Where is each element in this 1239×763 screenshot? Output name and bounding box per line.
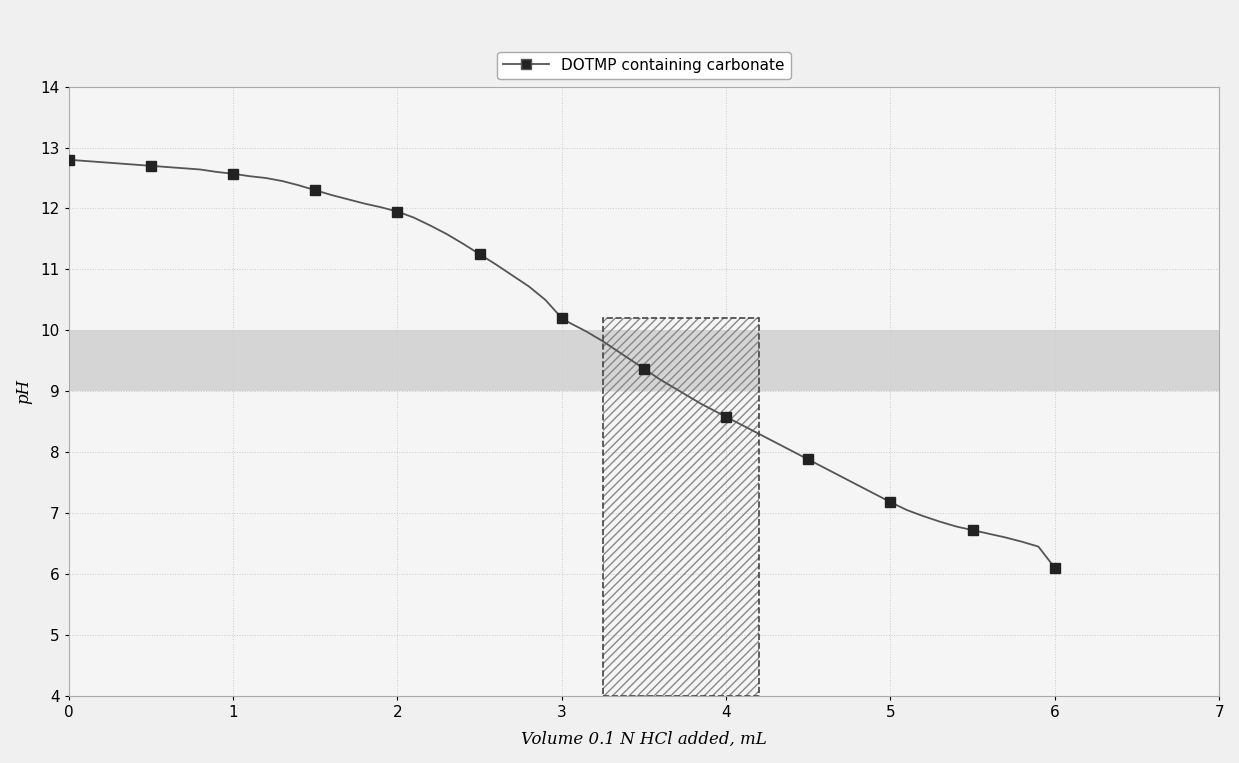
Bar: [68, 330, 1219, 391]
DOTMP containing carbonate: [719, 412, 733, 421]
DOTMP containing carbonate: [61, 155, 76, 164]
Line: DOTMP containing carbonate: DOTMP containing carbonate: [64, 155, 1059, 573]
X-axis label: Volume 0.1 N HCl added, mL: Volume 0.1 N HCl added, mL: [522, 731, 767, 748]
DOTMP containing carbonate: [883, 497, 898, 507]
Bar: [603, 318, 760, 696]
DOTMP containing carbonate: [965, 526, 980, 535]
Legend: DOTMP containing carbonate: DOTMP containing carbonate: [497, 52, 790, 79]
DOTMP containing carbonate: [800, 455, 815, 464]
DOTMP containing carbonate: [225, 169, 240, 179]
DOTMP containing carbonate: [472, 250, 487, 259]
DOTMP containing carbonate: [554, 314, 569, 323]
Bar: [603, 318, 760, 696]
DOTMP containing carbonate: [307, 185, 322, 195]
DOTMP containing carbonate: [390, 207, 405, 216]
Y-axis label: pH: pH: [15, 378, 32, 404]
DOTMP containing carbonate: [144, 161, 159, 170]
DOTMP containing carbonate: [637, 364, 652, 373]
DOTMP containing carbonate: [1047, 563, 1062, 572]
